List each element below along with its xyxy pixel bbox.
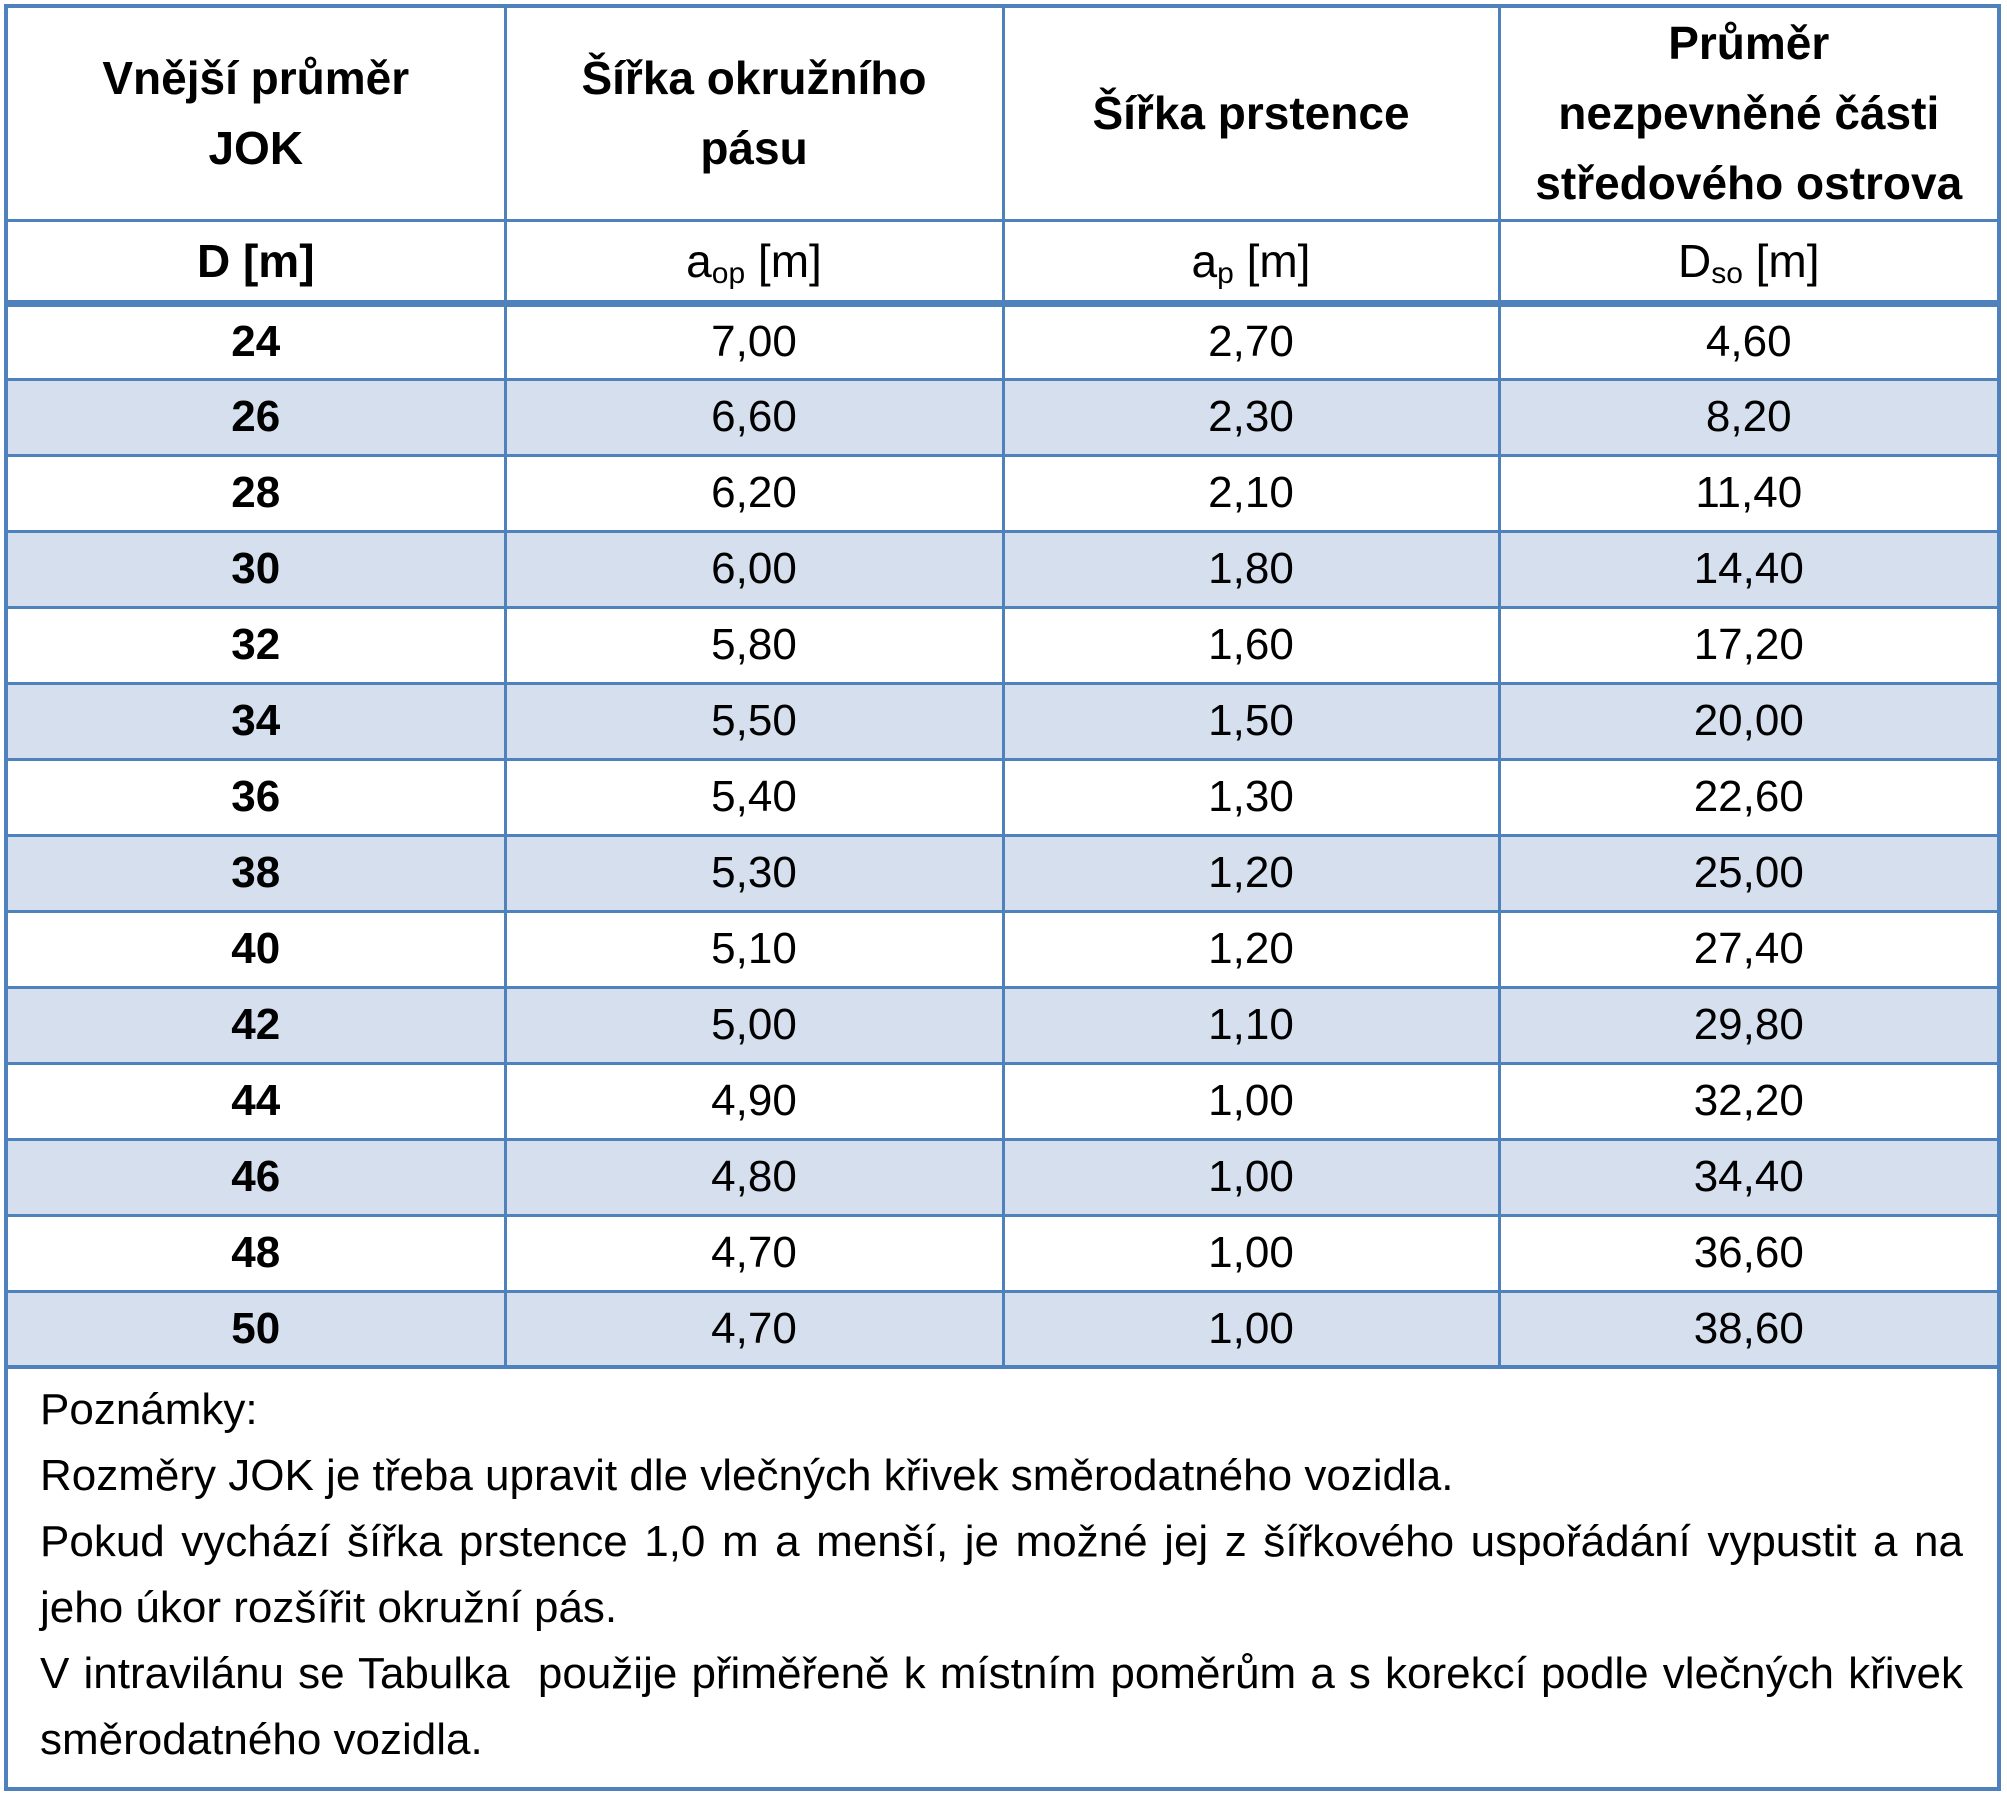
header-ring-width: Šířka prstence [1001,8,1501,222]
cell-diameter: 46 [8,1137,507,1217]
table-cell: 1,00 [1001,1137,1501,1217]
table-cell: 2,10 [1001,453,1501,533]
table-row: 24 7,00 2,70 4,60 [8,299,1997,381]
header-outer-diameter: Vnější průměr JOK [8,8,507,222]
table-row: 30 6,00 1,80 14,40 [8,529,1997,609]
table-cell: 4,60 [1497,299,1997,381]
table-cell: 32,20 [1497,1061,1997,1141]
cell-diameter: 32 [8,605,507,685]
data-table: Vnější průměr JOK Šířka okružního pásu Š… [8,8,1997,1369]
note-text: V intravilánu se Tabulka použije přiměře… [40,1649,1976,1764]
table-row: 34 5,50 1,50 20,00 [8,681,1997,761]
table-body: 24 7,00 2,70 4,60 26 6,60 2,30 8,20 28 6,20 2,10 11… [8,299,1997,1369]
notes-section: Poznámky: Rozměry JOK je třeba upravit d… [8,1369,1997,1773]
table-cell: 11,40 [1497,453,1997,533]
table-sheet: Vnější průměr JOK Šířka okružního pásu Š… [4,4,2001,1791]
table-cell: 6,00 [503,529,1005,609]
table-cell: 29,80 [1497,985,1997,1065]
table-cell: 1,20 [1001,833,1501,913]
cell-diameter: 28 [8,453,507,533]
table-cell: 38,60 [1497,1289,1997,1369]
cell-diameter: 38 [8,833,507,913]
table-cell: 27,40 [1497,909,1997,989]
table-row: 48 4,70 1,00 36,60 [8,1213,1997,1293]
table-row: 46 4,80 1,00 34,40 [8,1137,1997,1217]
table-cell: 1,00 [1001,1289,1501,1369]
header-island-diameter: Průměr nezpevněné části středového ostro… [1497,8,1997,222]
table-cell: 20,00 [1497,681,1997,761]
cell-diameter: 30 [8,529,507,609]
table-cell: 5,10 [503,909,1005,989]
table-cell: 6,60 [503,377,1005,457]
table-cell: 1,00 [1001,1061,1501,1141]
table-cell: 14,40 [1497,529,1997,609]
table-cell: 7,00 [503,299,1005,381]
notes-title: Poznámky: [40,1385,258,1434]
table-cell: 1,80 [1001,529,1501,609]
header-roadway-width: Šířka okružního pásu [503,8,1005,222]
table-cell: 5,80 [503,605,1005,685]
table-cell: 17,20 [1497,605,1997,685]
cell-diameter: 34 [8,681,507,761]
table-cell: 1,60 [1001,605,1501,685]
unit-outer-diameter: D [m] [8,218,507,305]
table-cell: 1,10 [1001,985,1501,1065]
unit-ring-width: ap [m] [1001,218,1501,305]
table-cell: 5,30 [503,833,1005,913]
table-cell: 1,50 [1001,681,1501,761]
table-cell: 25,00 [1497,833,1997,913]
note-text: Rozměry JOK je třeba upravit dle vlečnýc… [40,1451,1454,1500]
cell-diameter: 44 [8,1061,507,1141]
table-cell: 36,60 [1497,1213,1997,1293]
table-cell: 5,50 [503,681,1005,761]
table-cell: 2,70 [1001,299,1501,381]
cell-diameter: 26 [8,377,507,457]
table-cell: 2,30 [1001,377,1501,457]
table-cell: 4,90 [503,1061,1005,1141]
table-row: 50 4,70 1,00 38,60 [8,1289,1997,1369]
table-row: 40 5,10 1,20 27,40 [8,909,1997,989]
table-row: 42 5,00 1,10 29,80 [8,985,1997,1065]
table-cell: 4,70 [503,1213,1005,1293]
table-row: 36 5,40 1,30 22,60 [8,757,1997,837]
table-cell: 1,00 [1001,1213,1501,1293]
cell-diameter: 24 [8,299,507,381]
unit-roadway-width: aop [m] [503,218,1005,305]
table-cell: 4,80 [503,1137,1005,1217]
table-row: 28 6,20 2,10 11,40 [8,453,1997,533]
table-row: 38 5,30 1,20 25,00 [8,833,1997,913]
table-cell: 34,40 [1497,1137,1997,1217]
table-cell: 1,20 [1001,909,1501,989]
table-cell: 5,00 [503,985,1005,1065]
header-row: Vnější průměr JOK Šířka okružního pásu Š… [8,8,1997,222]
unit-island-diameter: Dso [m] [1497,218,1997,305]
cell-diameter: 50 [8,1289,507,1369]
cell-diameter: 48 [8,1213,507,1293]
table-cell: 6,20 [503,453,1005,533]
table-row: 44 4,90 1,00 32,20 [8,1061,1997,1141]
note-text: Pokud vychází šířka prstence 1,0 m a men… [40,1517,1963,1632]
cell-diameter: 42 [8,985,507,1065]
cell-diameter: 36 [8,757,507,837]
unit-row: D [m] aop [m] ap [m] Dso [m] [8,218,1997,305]
table-cell: 22,60 [1497,757,1997,837]
cell-diameter: 40 [8,909,507,989]
table-row: 32 5,80 1,60 17,20 [8,605,1997,685]
table-cell: 5,40 [503,757,1005,837]
table-cell: 1,30 [1001,757,1501,837]
table-cell: 4,70 [503,1289,1005,1369]
table-cell: 8,20 [1497,377,1997,457]
table-row: 26 6,60 2,30 8,20 [8,377,1997,457]
